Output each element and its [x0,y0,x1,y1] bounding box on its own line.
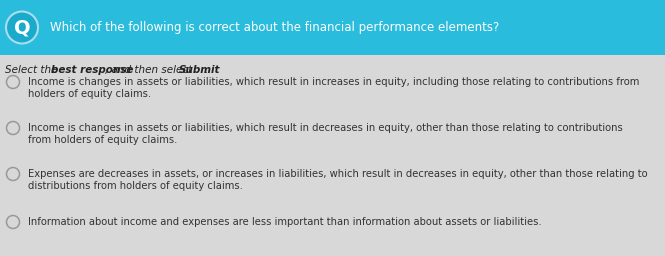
Text: Which of the following is correct about the financial performance elements?: Which of the following is correct about … [50,21,499,34]
Text: best response: best response [51,65,133,75]
Text: from holders of equity claims.: from holders of equity claims. [28,135,178,145]
Circle shape [7,216,19,229]
Text: , and then select: , and then select [104,65,195,75]
Text: holders of equity claims.: holders of equity claims. [28,89,151,99]
Text: Income is changes in assets or liabilities, which result in increases in equity,: Income is changes in assets or liabiliti… [28,77,639,87]
Circle shape [6,12,38,44]
Text: .: . [204,65,207,75]
Circle shape [7,76,19,89]
Text: Select the: Select the [5,65,61,75]
Text: Income is changes in assets or liabilities, which result in decreases in equity,: Income is changes in assets or liabiliti… [28,123,622,133]
Text: distributions from holders of equity claims.: distributions from holders of equity cla… [28,181,243,191]
Circle shape [7,167,19,180]
Text: Q: Q [14,18,31,37]
Bar [0,0,665,55]
Text: Expenses are decreases in assets, or increases in liabilities, which result in d: Expenses are decreases in assets, or inc… [28,169,648,179]
Text: Submit: Submit [180,65,221,75]
Text: Information about income and expenses are less important than information about : Information about income and expenses ar… [28,217,541,227]
Circle shape [7,122,19,134]
